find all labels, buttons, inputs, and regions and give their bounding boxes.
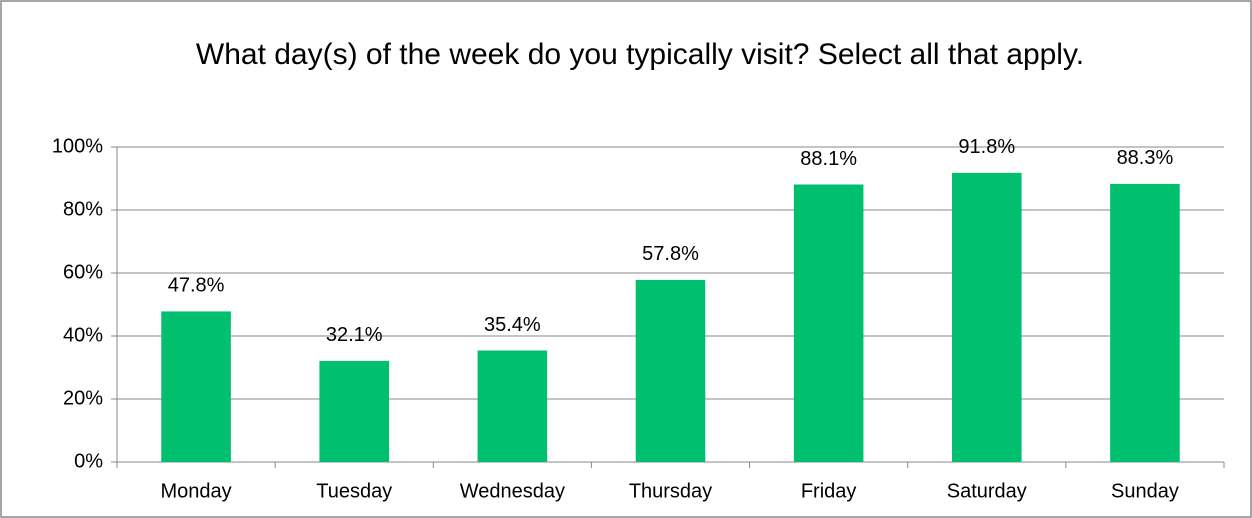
y-tick-label: 60% <box>63 261 103 283</box>
x-tick-label: Monday <box>160 480 231 502</box>
y-tick-label: 0% <box>74 450 103 472</box>
bar <box>793 184 864 463</box>
x-tick-label: Tuesday <box>316 480 392 502</box>
bar <box>161 311 231 462</box>
data-label: 47.8% <box>168 275 225 297</box>
y-tick-label: 80% <box>63 198 103 220</box>
x-tick-label: Saturday <box>947 480 1027 502</box>
y-tick-label: 40% <box>63 324 103 346</box>
chart-title: What day(s) of the week do you typically… <box>195 38 1085 71</box>
y-tick-label: 20% <box>63 387 103 409</box>
x-tick-label: Thursday <box>629 480 712 502</box>
data-label: 32.1% <box>326 324 383 346</box>
bar <box>1110 183 1180 463</box>
data-label: 88.1% <box>800 148 857 170</box>
bar <box>319 360 390 462</box>
data-label: 35.4% <box>484 314 541 336</box>
x-tick-label: Sunday <box>1111 480 1179 502</box>
y-tick-label: 100% <box>52 135 103 157</box>
data-label: 88.3% <box>1117 147 1174 169</box>
x-tick-label: Wednesday <box>460 480 565 502</box>
data-label: 91.8% <box>958 136 1015 158</box>
data-label: 57.8% <box>642 243 699 265</box>
bar <box>635 279 706 462</box>
x-tick-label: Friday <box>801 480 857 502</box>
bar <box>951 172 1022 462</box>
bar <box>477 350 548 462</box>
